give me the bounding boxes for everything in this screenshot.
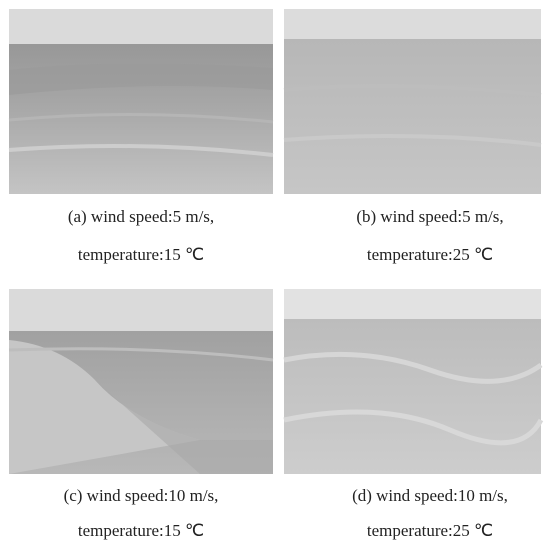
caption-line: temperature:15 ℃ [78, 245, 204, 264]
image-b [283, 9, 542, 194]
caption-line: temperature:15 ℃ [78, 521, 204, 540]
caption-line: temperature:25 ℃ [367, 521, 493, 540]
image-c [8, 289, 274, 474]
caption-line: (c) wind speed:10 m/s, [64, 486, 219, 505]
caption-line: (b) wind speed:5 m/s, [356, 207, 503, 226]
caption-line: (d) wind speed:10 m/s, [352, 486, 508, 505]
caption-line: temperature:25 ℃ [367, 245, 493, 264]
caption-line: (a) wind speed:5 m/s, [68, 207, 214, 226]
image-d [283, 289, 544, 474]
image-a [8, 9, 274, 194]
